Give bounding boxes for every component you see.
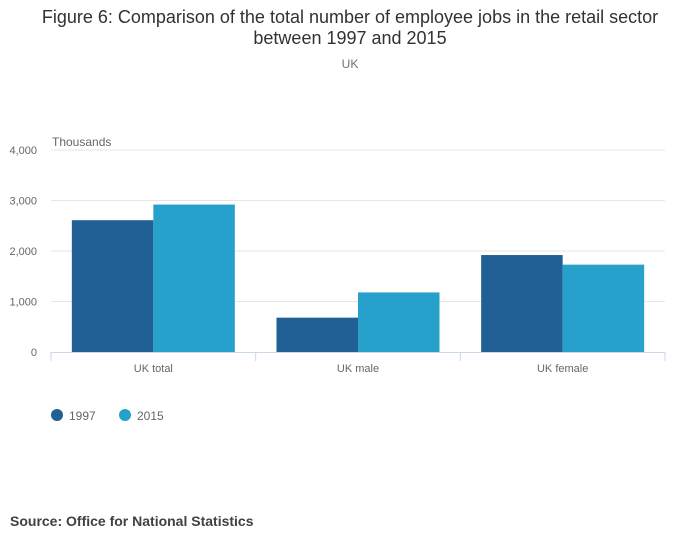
chart-title: Figure 6: Comparison of the total number… <box>41 7 659 48</box>
y-tick-label: 0 <box>31 347 37 359</box>
y-tick-label: 1,000 <box>9 297 37 309</box>
legend-marker-1997 <box>51 409 63 421</box>
chart-subtitle: UK <box>341 57 359 71</box>
x-tick-label: UK male <box>337 363 379 375</box>
legend-marker-2015 <box>119 409 131 421</box>
y-tick-label: 4,000 <box>9 145 37 157</box>
bar-1997 <box>481 255 563 352</box>
bar-2015 <box>562 264 645 352</box>
bar-2015 <box>358 292 440 352</box>
x-tick-label: UK total <box>134 363 173 375</box>
bar-1997 <box>71 220 154 352</box>
y-axis-label: Thousands <box>52 135 111 149</box>
y-tick-label: 3,000 <box>9 196 37 208</box>
legend-label-1997: 1997 <box>69 409 96 423</box>
source-note: Source: Office for National Statistics <box>10 513 254 529</box>
bar-1997 <box>276 317 358 352</box>
bar-2015 <box>153 204 235 352</box>
legend-label-2015: 2015 <box>137 409 164 423</box>
y-tick-label: 2,000 <box>9 246 37 258</box>
x-tick-label: UK female <box>537 363 588 375</box>
